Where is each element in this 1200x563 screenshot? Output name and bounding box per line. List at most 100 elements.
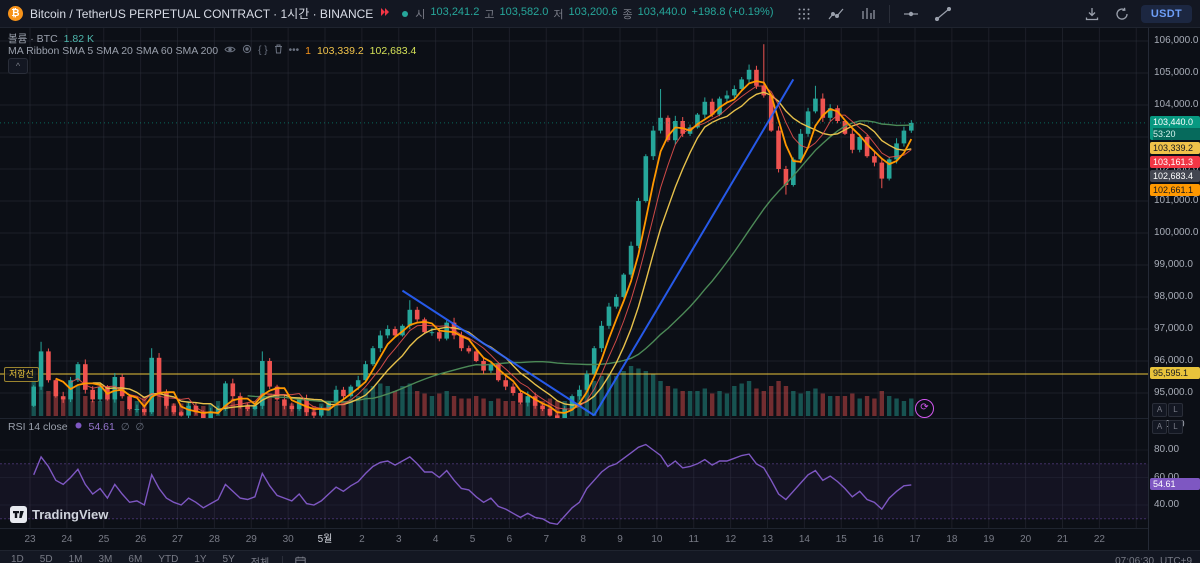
sma-200-line: [247, 120, 912, 403]
rsi-more-icon[interactable]: ∅: [135, 421, 145, 433]
range-button-5d[interactable]: 5D: [39, 554, 53, 563]
refresh-icon[interactable]: [1111, 3, 1133, 25]
rsi-axis-label: 80.00: [1154, 444, 1180, 455]
time-axis-label: 29: [245, 534, 257, 545]
time-axis-label: 2: [359, 534, 365, 545]
close-label: 종: [622, 8, 633, 21]
volume-legend: 볼륨 · BTC 1.82 K: [8, 31, 94, 46]
time-axis[interactable]: 23 24 25 26 27 28 29 30 5월 2 3 4 5 6 7 8 9 10 11 12 13 14 15 16…: [0, 528, 1148, 551]
range-button-1d[interactable]: 1D: [11, 554, 24, 563]
time-axis-label: 12: [725, 534, 737, 545]
range-button-6m[interactable]: 6M: [128, 554, 143, 563]
rsi-pane-chart[interactable]: [0, 418, 1148, 528]
time-axis-label: 17: [909, 534, 921, 545]
time-axis-label: 16: [872, 534, 884, 545]
range-button-1y[interactable]: 1Y: [194, 554, 207, 563]
resistance-line-label[interactable]: 저항선: [4, 367, 39, 382]
rsi-hide-icon[interactable]: ∅: [120, 421, 130, 433]
range-button-5y[interactable]: 5Y: [222, 554, 235, 563]
currency-toggle-button[interactable]: USDT: [1140, 4, 1192, 23]
eye-icon[interactable]: [224, 45, 236, 57]
toolbar-separator: [888, 4, 890, 23]
range-button-전체[interactable]: 전체: [248, 553, 272, 563]
price-axis-label: 102,000.0: [1154, 163, 1199, 174]
time-axis-label: 11: [688, 534, 699, 545]
time-axis-label: 22: [1093, 534, 1105, 545]
rsi-color-swatch-icon: [74, 421, 83, 433]
main-scale-log-button[interactable]: L: [1168, 403, 1183, 417]
rsi-scale-auto-button[interactable]: A: [1152, 420, 1167, 434]
more-options-icon[interactable]: •••: [288, 45, 300, 56]
time-axis-label: 5월: [317, 534, 333, 545]
price-axis-label: 104,000.0: [1154, 99, 1199, 110]
price-tag: 103,440.0 53:20: [1150, 116, 1200, 141]
time-axis-label: 28: [208, 534, 220, 545]
time-axis-label: 23: [24, 534, 36, 545]
circular-arrows-badge[interactable]: ⟳: [915, 399, 934, 418]
pane-collapse-button[interactable]: ^: [8, 58, 28, 74]
price-tag: 102,661.1: [1150, 184, 1200, 197]
rsi-line: [33, 443, 912, 526]
price-axis-label: 105,000.0: [1154, 67, 1199, 78]
download-icon[interactable]: [1081, 3, 1103, 25]
main-scale-auto-button[interactable]: A: [1152, 403, 1167, 417]
time-axis-label: 3: [395, 534, 402, 545]
price-axis-label: 100,000.0: [1154, 227, 1199, 238]
price-axis-label: 99,000.0: [1154, 259, 1193, 270]
time-axis-label: 8: [580, 534, 586, 545]
time-axis-label: 18: [946, 534, 958, 545]
time-axis-label: 21: [1056, 534, 1069, 545]
ma-ribbon-badge: 1: [305, 44, 311, 57]
time-axis-label: 10: [651, 534, 663, 545]
price-tag: 103,339.2: [1150, 142, 1200, 155]
low-label: 저: [553, 8, 564, 21]
delete-icon[interactable]: [274, 44, 283, 57]
time-axis-label: 24: [61, 534, 73, 545]
pane-separator-main-rsi[interactable]: [0, 418, 1200, 419]
trend-line-tool-icon[interactable]: [932, 3, 954, 25]
trend-line: [401, 289, 595, 417]
time-axis-label: 14: [798, 534, 810, 545]
range-button-ytd[interactable]: YTD: [158, 554, 179, 563]
pattern-bars-icon[interactable]: [857, 3, 879, 25]
price-tag: 95,595.1: [1150, 367, 1200, 380]
open-label: 시: [415, 8, 426, 21]
sma-5-line: [55, 80, 913, 414]
time-axis-label: 19: [983, 534, 995, 545]
forecast-tool-icon[interactable]: [825, 3, 847, 25]
horizontal-line-tool-icon[interactable]: [900, 3, 922, 25]
range-button-3m[interactable]: 3M: [98, 554, 113, 563]
volume-legend-label[interactable]: 볼륨 · BTC: [8, 33, 58, 45]
range-button-1m[interactable]: 1M: [68, 554, 83, 563]
market-status-dot: [402, 10, 409, 17]
rsi-value-tag: 54.61: [1150, 478, 1200, 491]
rsi-scale-log-button[interactable]: L: [1168, 420, 1183, 434]
ma-value-1: 103,339.2: [316, 44, 364, 57]
symbol-title[interactable]: Bitcoin / TetherUS PERPETUAL CONTRACT · …: [30, 7, 374, 21]
rsi-axis-label: 40.00: [1154, 499, 1180, 510]
drawing-tool-strip: [793, 3, 954, 25]
rsi-legend-value: 54.61: [88, 421, 115, 433]
calendar-icon[interactable]: [293, 555, 307, 563]
timezone-readout[interactable]: UTC+9: [1160, 556, 1192, 563]
ma-value-2: 102,683.4: [369, 44, 417, 57]
volume-legend-value: 1.82 K: [63, 32, 95, 45]
source-code-icon[interactable]: { }: [258, 45, 268, 56]
ma-ribbon-label[interactable]: MA Ribbon SMA 5 SMA 20 SMA 60 SMA 200: [8, 44, 219, 57]
time-axis-label: 25: [98, 534, 110, 545]
main-price-chart[interactable]: [0, 28, 1148, 418]
ma-ribbon-legend: MA Ribbon SMA 5 SMA 20 SMA 60 SMA 200 { …: [8, 44, 416, 57]
tradingview-logo-text: TradingView: [32, 507, 109, 522]
price-axis-label: 106,000.0: [1154, 35, 1199, 46]
price-axis[interactable]: 106,000.0105,000.0104,000.0103,000.0102,…: [1148, 28, 1200, 550]
clock-readout[interactable]: 07:06:30: [1115, 556, 1155, 563]
settings-icon[interactable]: [242, 44, 252, 57]
rsi-legend-label[interactable]: RSI 14 close: [8, 421, 68, 433]
dots-grid-icon[interactable]: [793, 3, 815, 25]
price-tag: 102,683.4: [1150, 170, 1200, 183]
high-label: 고: [484, 8, 495, 21]
tradingview-logo[interactable]: TradingView: [10, 506, 108, 523]
top-toolbar: ₿ Bitcoin / TetherUS PERPETUAL CONTRACT …: [0, 0, 1200, 28]
time-axis-label: 7: [543, 534, 550, 545]
rsi-band: [0, 463, 1148, 519]
